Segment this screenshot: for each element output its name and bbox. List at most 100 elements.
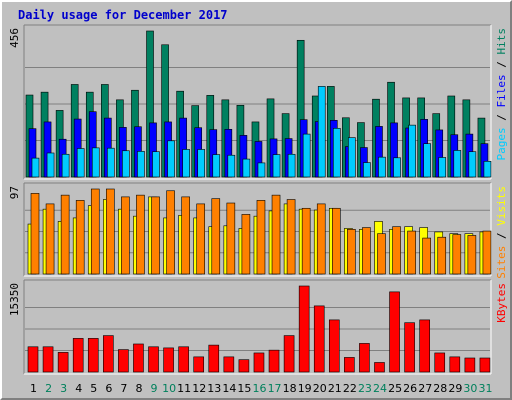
- bar-pages-day-2: [46, 152, 55, 178]
- bar-pages-day-26: [408, 124, 416, 178]
- day-label-3: 3: [60, 382, 67, 395]
- bar-sites-day-2: [45, 203, 55, 275]
- bar-sites-day-23: [362, 227, 371, 275]
- max-label-sites-visits: 97: [8, 186, 21, 199]
- bar-kbytes-day-26: [404, 322, 415, 373]
- bar-pages-day-31: [483, 161, 492, 178]
- chart-title: Daily usage for December 2017: [18, 8, 228, 22]
- day-label-20: 20: [313, 382, 327, 395]
- day-label-24: 24: [373, 382, 387, 395]
- bar-sites-day-1: [30, 193, 40, 275]
- bar-kbytes-day-14: [223, 356, 235, 373]
- bar-kbytes-day-19: [298, 285, 310, 373]
- bar-sites-day-14: [226, 202, 236, 275]
- legend-pages-files-hits-part-3: /: [495, 55, 508, 75]
- bar-sites-day-21: [331, 207, 341, 275]
- bar-pages-day-8: [137, 151, 145, 178]
- bar-kbytes-day-20: [313, 305, 325, 373]
- bar-pages-day-15: [242, 158, 251, 178]
- bar-sites-day-24: [377, 233, 386, 275]
- bar-sites-day-20: [316, 203, 326, 275]
- bar-kbytes-day-9: [148, 346, 159, 373]
- bar-pages-day-10: [167, 140, 175, 178]
- bar-kbytes-day-28: [434, 352, 446, 373]
- bar-sites-day-28: [437, 236, 447, 275]
- day-label-19: 19: [298, 382, 312, 395]
- legend-kbytes: KBytes: [495, 283, 508, 323]
- day-label-2: 2: [45, 382, 52, 395]
- day-label-10: 10: [162, 382, 176, 395]
- legend-pages-files-hits-part-4: Hits: [495, 28, 508, 55]
- day-label-4: 4: [75, 382, 82, 395]
- bar-kbytes-day-7: [118, 349, 129, 373]
- day-label-28: 28: [433, 382, 447, 395]
- bar-pages-day-9: [152, 151, 160, 178]
- bar-pages-day-12: [197, 149, 206, 178]
- bar-sites-day-19: [301, 207, 311, 275]
- bar-sites-day-22: [347, 229, 356, 275]
- bar-kbytes-day-21: [328, 319, 340, 373]
- bar-kbytes-day-23: [359, 343, 370, 373]
- day-label-18: 18: [283, 382, 297, 395]
- bar-sites-day-12: [196, 203, 206, 275]
- bar-kbytes-day-10: [163, 347, 174, 373]
- bar-sites-day-4: [75, 200, 85, 275]
- legend-pages-files-hits: Pages / Files / Hits: [495, 28, 508, 161]
- legend-sites-visits-part-1: /: [495, 226, 508, 246]
- bar-pages-day-22: [348, 137, 356, 178]
- bar-sites-day-5: [90, 188, 100, 275]
- bar-pages-day-1: [31, 157, 40, 178]
- day-label-23: 23: [358, 382, 372, 395]
- legend-kbytes-part-0: KBytes: [495, 283, 508, 323]
- bar-pages-day-25: [393, 157, 401, 178]
- bar-kbytes-day-25: [389, 291, 400, 373]
- day-label-16: 16: [253, 382, 267, 395]
- bar-pages-day-28: [438, 157, 447, 178]
- day-label-8: 8: [135, 382, 142, 395]
- bar-sites-day-8: [136, 194, 145, 275]
- bar-pages-day-30: [468, 151, 477, 178]
- day-label-26: 26: [403, 382, 417, 395]
- bar-sites-day-10: [166, 190, 175, 275]
- legend-pages-files-hits-part-2: Files: [495, 74, 508, 107]
- day-label-12: 12: [192, 382, 206, 395]
- bar-kbytes-day-5: [87, 338, 99, 373]
- bar-sites-day-9: [151, 196, 160, 275]
- bar-pages-day-27: [423, 143, 431, 178]
- day-label-11: 11: [177, 382, 191, 395]
- bar-kbytes-day-6: [103, 335, 114, 373]
- day-label-30: 30: [463, 382, 477, 395]
- bar-sites-day-18: [286, 199, 296, 275]
- bar-kbytes-day-12: [193, 356, 205, 373]
- bar-sites-day-25: [392, 226, 401, 275]
- day-label-7: 7: [120, 382, 127, 395]
- day-label-9: 9: [151, 382, 158, 395]
- legend-sites-visits: Sites / Visits: [495, 186, 508, 279]
- day-label-25: 25: [388, 382, 402, 395]
- bar-sites-day-16: [256, 200, 266, 275]
- bar-kbytes-day-17: [268, 349, 280, 373]
- legend-pages-files-hits-part-0: Pages: [495, 127, 508, 160]
- bar-kbytes-day-27: [419, 319, 430, 373]
- bar-pages-day-21: [332, 128, 341, 178]
- bar-kbytes-day-1: [27, 346, 39, 373]
- bar-kbytes-day-31: [479, 357, 491, 373]
- bar-sites-day-15: [241, 214, 251, 275]
- day-label-27: 27: [418, 382, 432, 395]
- bar-pages-day-7: [122, 150, 130, 178]
- day-label-6: 6: [105, 382, 112, 395]
- day-label-5: 5: [90, 382, 97, 395]
- day-label-31: 31: [478, 382, 492, 395]
- bar-pages-day-16: [257, 162, 266, 178]
- bar-kbytes-day-11: [178, 346, 189, 373]
- bar-pages-day-11: [182, 149, 190, 178]
- bar-kbytes-day-2: [42, 346, 54, 373]
- day-label-13: 13: [207, 382, 221, 395]
- bar-pages-day-18: [287, 153, 296, 178]
- bar-pages-day-29: [453, 150, 462, 178]
- bar-pages-day-20: [317, 86, 326, 178]
- bar-sites-day-11: [181, 196, 190, 275]
- day-label-1: 1: [30, 382, 37, 395]
- day-label-14: 14: [222, 382, 236, 395]
